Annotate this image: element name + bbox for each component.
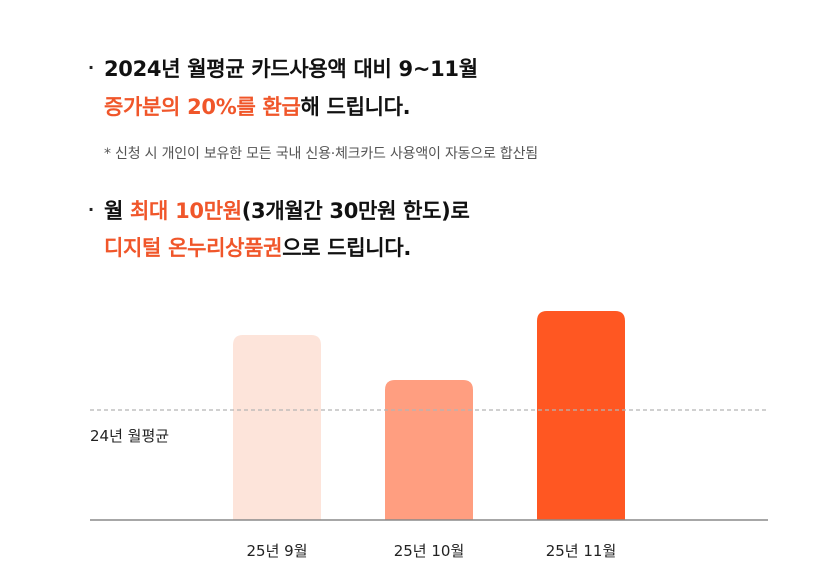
- bar-3: [537, 311, 625, 520]
- headline-2-highlight-1: 최대 10만원: [130, 199, 242, 223]
- headline-1-line-2-rest: 해 드립니다.: [300, 95, 411, 119]
- average-line-label: 24년 월평균: [90, 427, 169, 445]
- headline-1-line-1-text: 2024년 월평균 카드사용액 대비 9~11월: [104, 57, 478, 81]
- headline-1-line-2: 증가분의 20%를 환급해 드립니다.: [104, 91, 411, 121]
- bullet-1: ·: [88, 58, 95, 77]
- bullet-2: ·: [88, 200, 95, 219]
- headline-2-line-2-rest: 으로 드립니다.: [282, 236, 412, 260]
- x-tick-label-3: 25년 11월: [546, 542, 617, 560]
- headline-2-line-1: 월 최대 10만원(3개월간 30만원 한도)로: [104, 195, 470, 225]
- x-tick-labels: 25년 9월 25년 10월 25년 11월: [247, 542, 617, 560]
- x-tick-label-2: 25년 10월: [394, 542, 465, 560]
- x-tick-label-1: 25년 9월: [247, 542, 308, 560]
- headline-2-line-1-rest: (3개월간 30만원 한도)로: [241, 199, 470, 223]
- headline-1-highlight: 증가분의 20%를 환급: [104, 95, 301, 119]
- footnote: * 신청 시 개인이 보유한 모든 국내 신용·체크카드 사용액이 자동으로 합…: [104, 146, 538, 162]
- bars-group: [233, 311, 625, 520]
- headline-1-line-1: 2024년 월평균 카드사용액 대비 9~11월: [104, 53, 478, 83]
- bar-1: [233, 335, 321, 520]
- headline-2-prefix: 월: [104, 199, 131, 223]
- headline-2-highlight-2: 디지털 온누리상품권: [104, 236, 283, 260]
- headline-2-line-2: 디지털 온누리상품권으로 드립니다.: [104, 232, 411, 262]
- bar-2: [385, 380, 473, 520]
